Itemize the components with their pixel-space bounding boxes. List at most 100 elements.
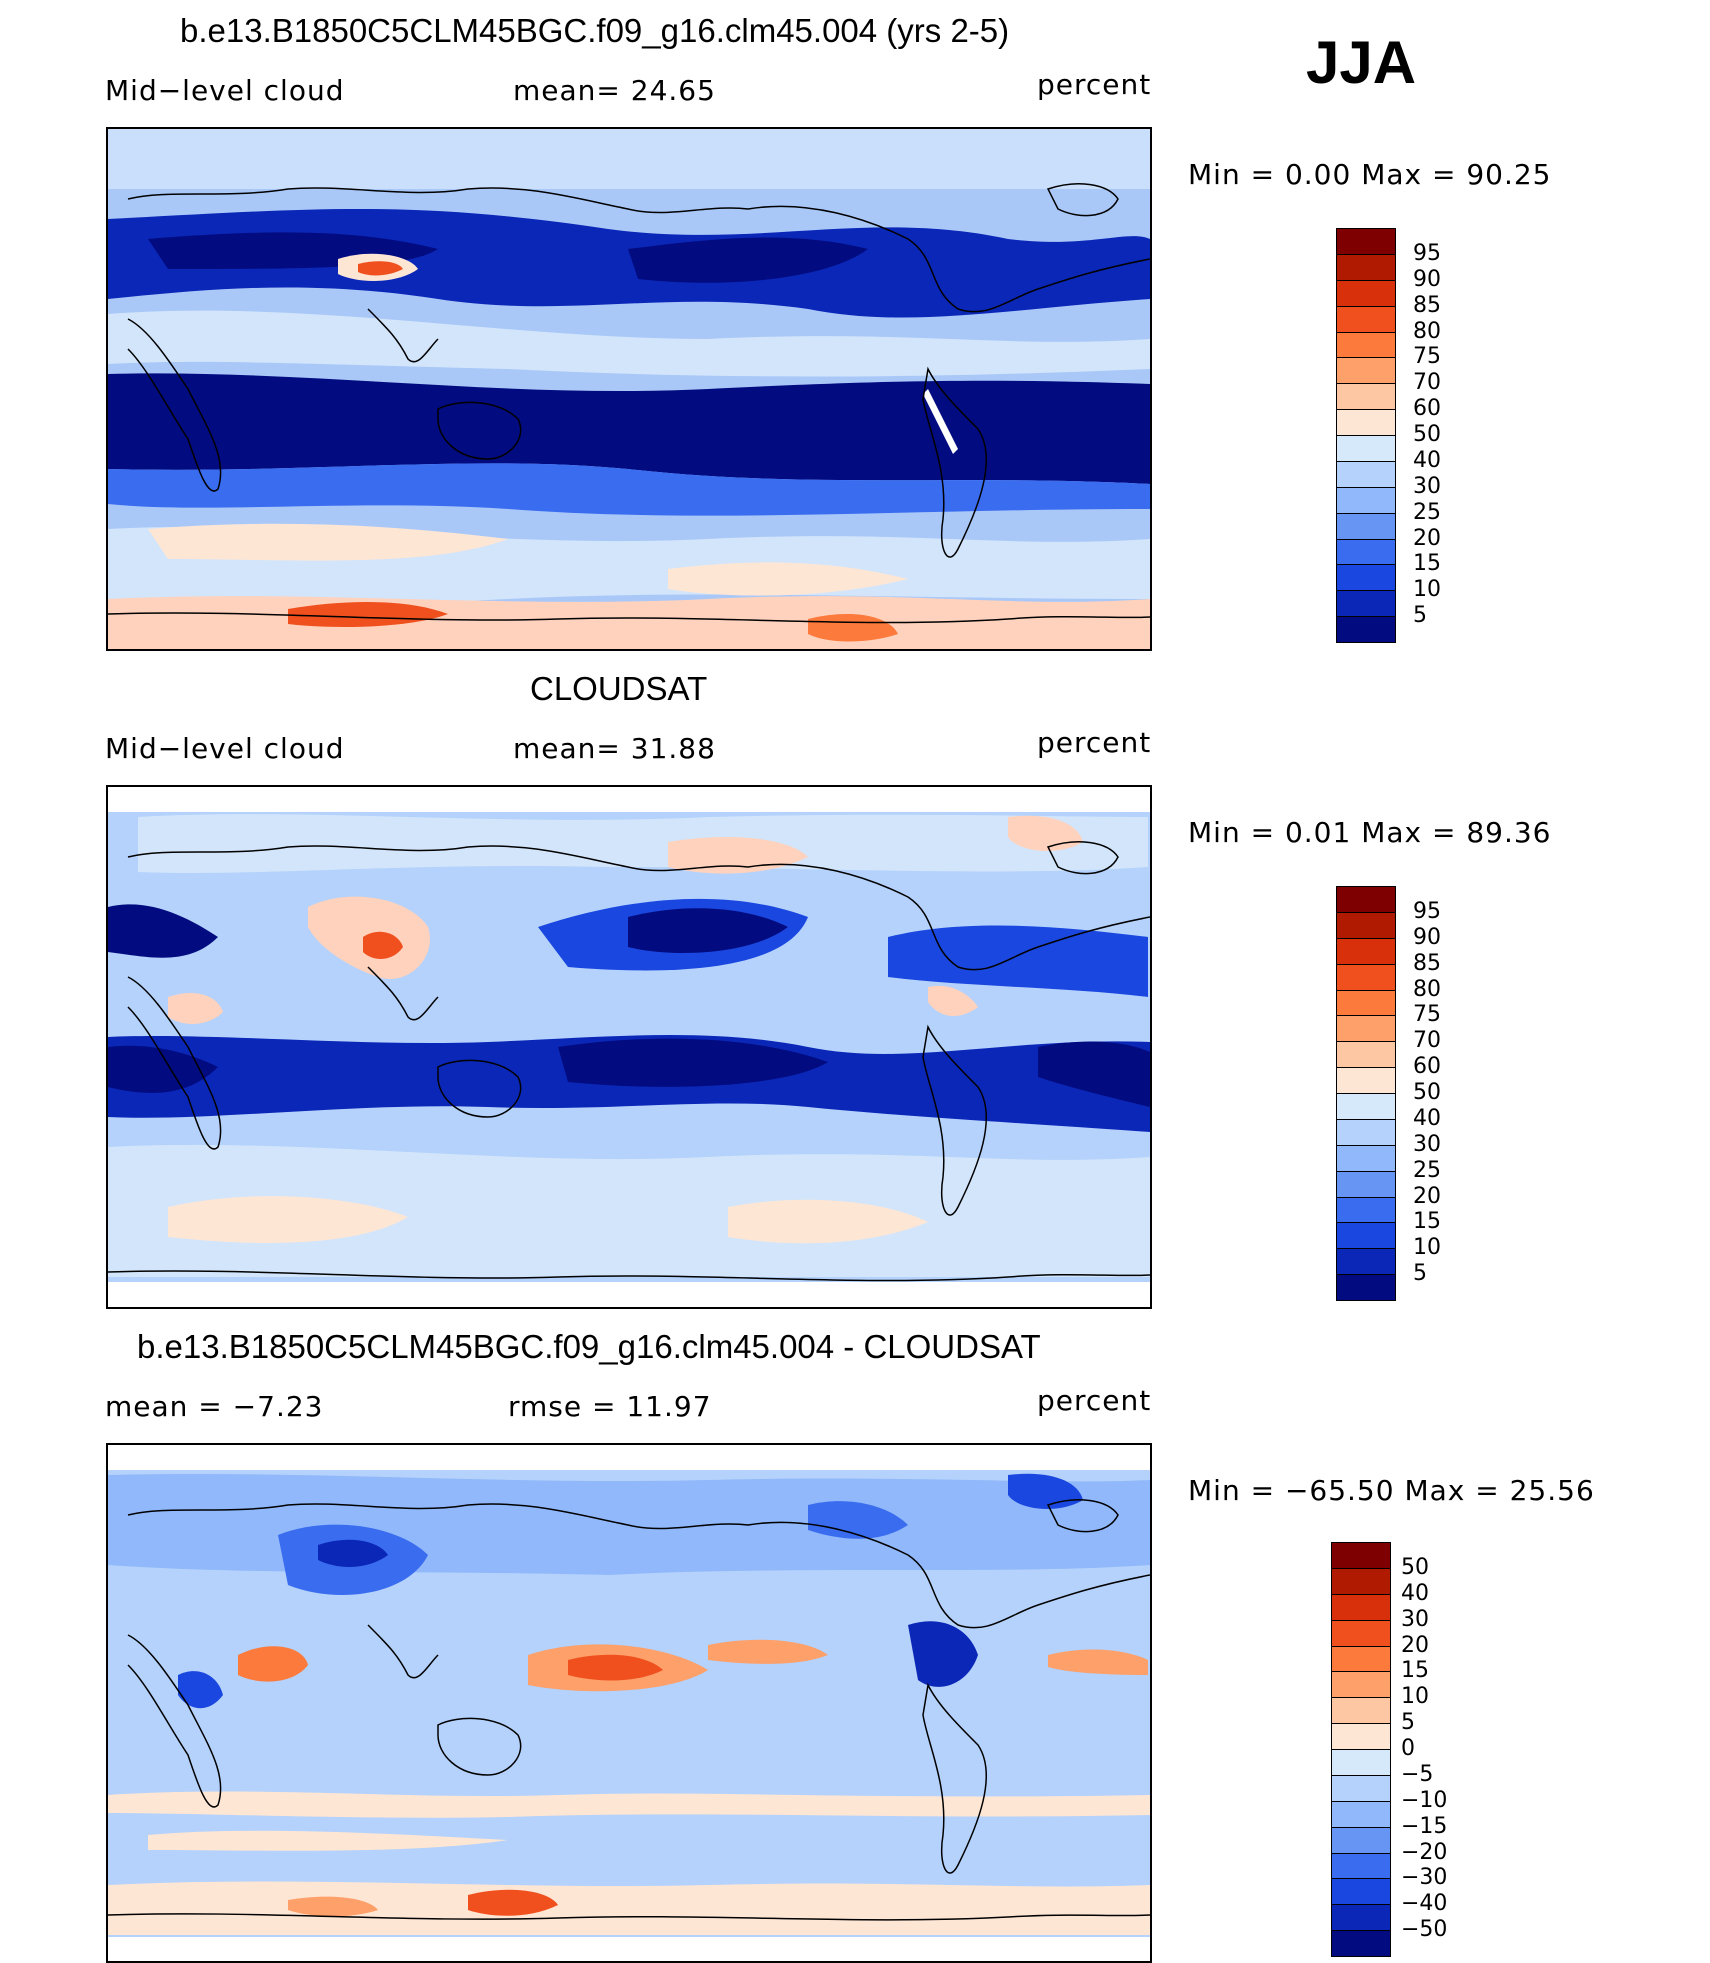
panel-diff-legend: 50 40 30 20 15 10 5 0 −5 −10 −15 −20 −30 −40 −50	[1331, 1542, 1491, 1957]
legend-swatch	[1336, 1041, 1396, 1069]
panel-model-title: b.e13.B1850C5CLM45BGC.f09_g16.clm45.004 …	[180, 12, 1010, 49]
legend-label: 75	[1413, 344, 1441, 370]
legend-label: 60	[1413, 396, 1441, 422]
legend-swatch	[1336, 1144, 1396, 1172]
panel-model-mean: mean= 24.65	[513, 74, 716, 107]
legend-label: 85	[1413, 292, 1441, 318]
legend-label: 15	[1413, 1209, 1441, 1235]
legend-label: −15	[1401, 1813, 1448, 1839]
legend-label: 50	[1401, 1554, 1429, 1580]
legend-label: 5	[1401, 1710, 1415, 1736]
legend-label: −30	[1401, 1865, 1448, 1891]
panel-obs-variable: Mid−level cloud	[105, 732, 345, 765]
legend-swatch	[1336, 1067, 1396, 1094]
legend-label: −10	[1401, 1787, 1448, 1813]
legend-swatch	[1336, 253, 1396, 281]
legend-swatch	[1331, 1593, 1391, 1621]
legend-label: 95	[1413, 898, 1441, 924]
legend-swatch	[1331, 1852, 1391, 1880]
legend-label: 20	[1401, 1632, 1429, 1658]
legend-swatch	[1331, 1645, 1391, 1673]
legend-swatch	[1336, 1248, 1396, 1276]
legend-label: 50	[1413, 1080, 1441, 1105]
legend-swatch	[1336, 886, 1396, 913]
legend-swatch	[1336, 460, 1396, 488]
legend-swatch	[1336, 1118, 1396, 1146]
legend-swatch	[1336, 564, 1396, 592]
legend-swatch	[1331, 1800, 1391, 1828]
legend-swatch	[1336, 435, 1396, 462]
legend-swatch	[1331, 1878, 1391, 1906]
legend-swatch	[1331, 1904, 1391, 1932]
legend-label: 30	[1413, 473, 1441, 499]
panel-model-map	[106, 127, 1152, 651]
legend-swatch	[1336, 228, 1396, 255]
legend-label: 20	[1413, 525, 1441, 551]
legend-swatch	[1336, 989, 1396, 1017]
legend-label: 70	[1413, 370, 1441, 396]
panel-diff-mean: mean = −7.23	[105, 1390, 324, 1423]
legend-swatch	[1336, 1015, 1396, 1043]
legend-swatch	[1336, 1170, 1396, 1198]
legend-label: 15	[1413, 551, 1441, 577]
legend-swatch	[1336, 937, 1396, 965]
legend-label: 40	[1401, 1580, 1429, 1606]
legend-swatch	[1336, 409, 1396, 436]
legend-label: 95	[1413, 240, 1441, 266]
legend-swatch	[1336, 538, 1396, 566]
legend-swatch	[1336, 357, 1396, 385]
panel-model-units: percent	[1037, 68, 1152, 101]
legend-swatch	[1336, 512, 1396, 540]
panel-diff-map	[106, 1443, 1152, 1963]
panel-diff-map-plot	[108, 1445, 1150, 1961]
legend-swatch	[1331, 1723, 1391, 1750]
legend-label: 25	[1413, 499, 1441, 525]
legend-swatch	[1331, 1671, 1391, 1699]
panel-diff-rmse: rmse = 11.97	[508, 1390, 712, 1423]
legend-label: 30	[1401, 1606, 1429, 1632]
legend-label: 80	[1413, 976, 1441, 1002]
legend-swatch	[1331, 1774, 1391, 1802]
legend-label: −5	[1401, 1761, 1434, 1787]
legend-swatch	[1336, 616, 1396, 643]
panel-obs-units: percent	[1037, 726, 1152, 759]
legend-swatch	[1336, 486, 1396, 514]
legend-label: 10	[1413, 577, 1441, 603]
legend-swatch	[1336, 1093, 1396, 1120]
panel-obs-mean: mean= 31.88	[513, 732, 716, 765]
legend-swatch	[1331, 1749, 1391, 1776]
panel-model-legend: 95 90 85 80 75 70 60 50 40 30 25 20 15 10 5	[1336, 228, 1496, 643]
legend-label: 5	[1413, 1261, 1427, 1287]
panel-diff-title: b.e13.B1850C5CLM45BGC.f09_g16.clm45.004 …	[137, 1328, 1041, 1365]
panel-obs-map-plot	[108, 787, 1150, 1307]
legend-label: 90	[1413, 924, 1441, 950]
panel-obs-minmax: Min = 0.01 Max = 89.36	[1188, 816, 1552, 849]
legend-swatch	[1336, 911, 1396, 939]
legend-swatch	[1336, 1274, 1396, 1301]
legend-label: 5	[1413, 603, 1427, 629]
panel-diff-minmax: Min = −65.50 Max = 25.56	[1188, 1474, 1595, 1507]
legend-swatch	[1336, 1222, 1396, 1250]
legend-label: 60	[1413, 1054, 1441, 1080]
panel-diff-units: percent	[1037, 1384, 1152, 1417]
legend-label: 50	[1413, 422, 1441, 447]
legend-swatch	[1336, 1196, 1396, 1224]
legend-swatch	[1336, 383, 1396, 411]
legend-label: 30	[1413, 1131, 1441, 1157]
legend-label: −40	[1401, 1891, 1448, 1917]
panel-model-map-plot	[108, 129, 1150, 649]
legend-swatch	[1331, 1826, 1391, 1854]
panel-model-minmax: Min = 0.00 Max = 90.25	[1188, 158, 1552, 191]
legend-swatch	[1336, 279, 1396, 307]
legend-label: −20	[1401, 1839, 1448, 1865]
legend-label: 0	[1401, 1736, 1415, 1761]
legend-swatch	[1331, 1930, 1391, 1957]
legend-label: −50	[1401, 1917, 1448, 1943]
legend-label: 10	[1401, 1684, 1429, 1710]
legend-swatch	[1331, 1619, 1391, 1647]
legend-swatch	[1336, 963, 1396, 991]
panel-obs-map	[106, 785, 1152, 1309]
panel-model-variable: Mid−level cloud	[105, 74, 345, 107]
legend-label: 40	[1413, 447, 1441, 473]
legend-swatch	[1336, 590, 1396, 618]
